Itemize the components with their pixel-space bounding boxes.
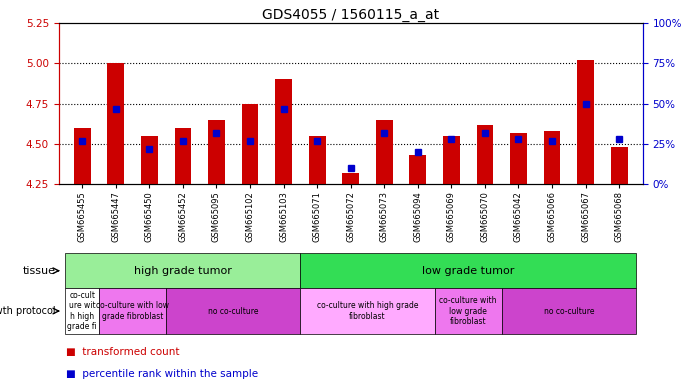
Bar bbox=[301, 253, 636, 288]
Bar bbox=[66, 253, 301, 288]
Bar bbox=[309, 136, 325, 184]
Text: co-culture with
low grade
fibroblast: co-culture with low grade fibroblast bbox=[439, 296, 497, 326]
Text: tissue: tissue bbox=[22, 266, 55, 276]
Bar bbox=[74, 128, 91, 184]
Bar bbox=[510, 133, 527, 184]
Bar bbox=[301, 288, 435, 334]
Bar bbox=[611, 147, 627, 184]
Bar bbox=[99, 288, 166, 334]
Bar bbox=[342, 173, 359, 184]
Bar bbox=[376, 120, 392, 184]
Bar bbox=[502, 288, 636, 334]
Text: low grade tumor: low grade tumor bbox=[422, 266, 514, 276]
Text: ■  transformed count: ■ transformed count bbox=[66, 346, 179, 357]
Text: no co-culture: no co-culture bbox=[544, 306, 594, 316]
Text: co-culture with low
grade fibroblast: co-culture with low grade fibroblast bbox=[96, 301, 169, 321]
Bar bbox=[242, 104, 258, 184]
Bar bbox=[166, 288, 301, 334]
Bar bbox=[275, 79, 292, 184]
Title: GDS4055 / 1560115_a_at: GDS4055 / 1560115_a_at bbox=[262, 8, 439, 22]
Bar bbox=[107, 63, 124, 184]
Bar bbox=[409, 155, 426, 184]
Text: high grade tumor: high grade tumor bbox=[134, 266, 232, 276]
Bar bbox=[544, 131, 560, 184]
Bar bbox=[477, 125, 493, 184]
Bar bbox=[577, 60, 594, 184]
Text: co-cult
ure wit
h high
grade fi: co-cult ure wit h high grade fi bbox=[67, 291, 97, 331]
Text: ■  percentile rank within the sample: ■ percentile rank within the sample bbox=[66, 369, 258, 379]
Text: growth protocol: growth protocol bbox=[0, 306, 55, 316]
Bar bbox=[435, 288, 502, 334]
Bar bbox=[208, 120, 225, 184]
Bar bbox=[175, 128, 191, 184]
Text: no co-culture: no co-culture bbox=[208, 306, 258, 316]
Bar bbox=[66, 288, 99, 334]
Bar bbox=[443, 136, 460, 184]
Bar bbox=[141, 136, 158, 184]
Text: co-culture with high grade
fibroblast: co-culture with high grade fibroblast bbox=[316, 301, 418, 321]
